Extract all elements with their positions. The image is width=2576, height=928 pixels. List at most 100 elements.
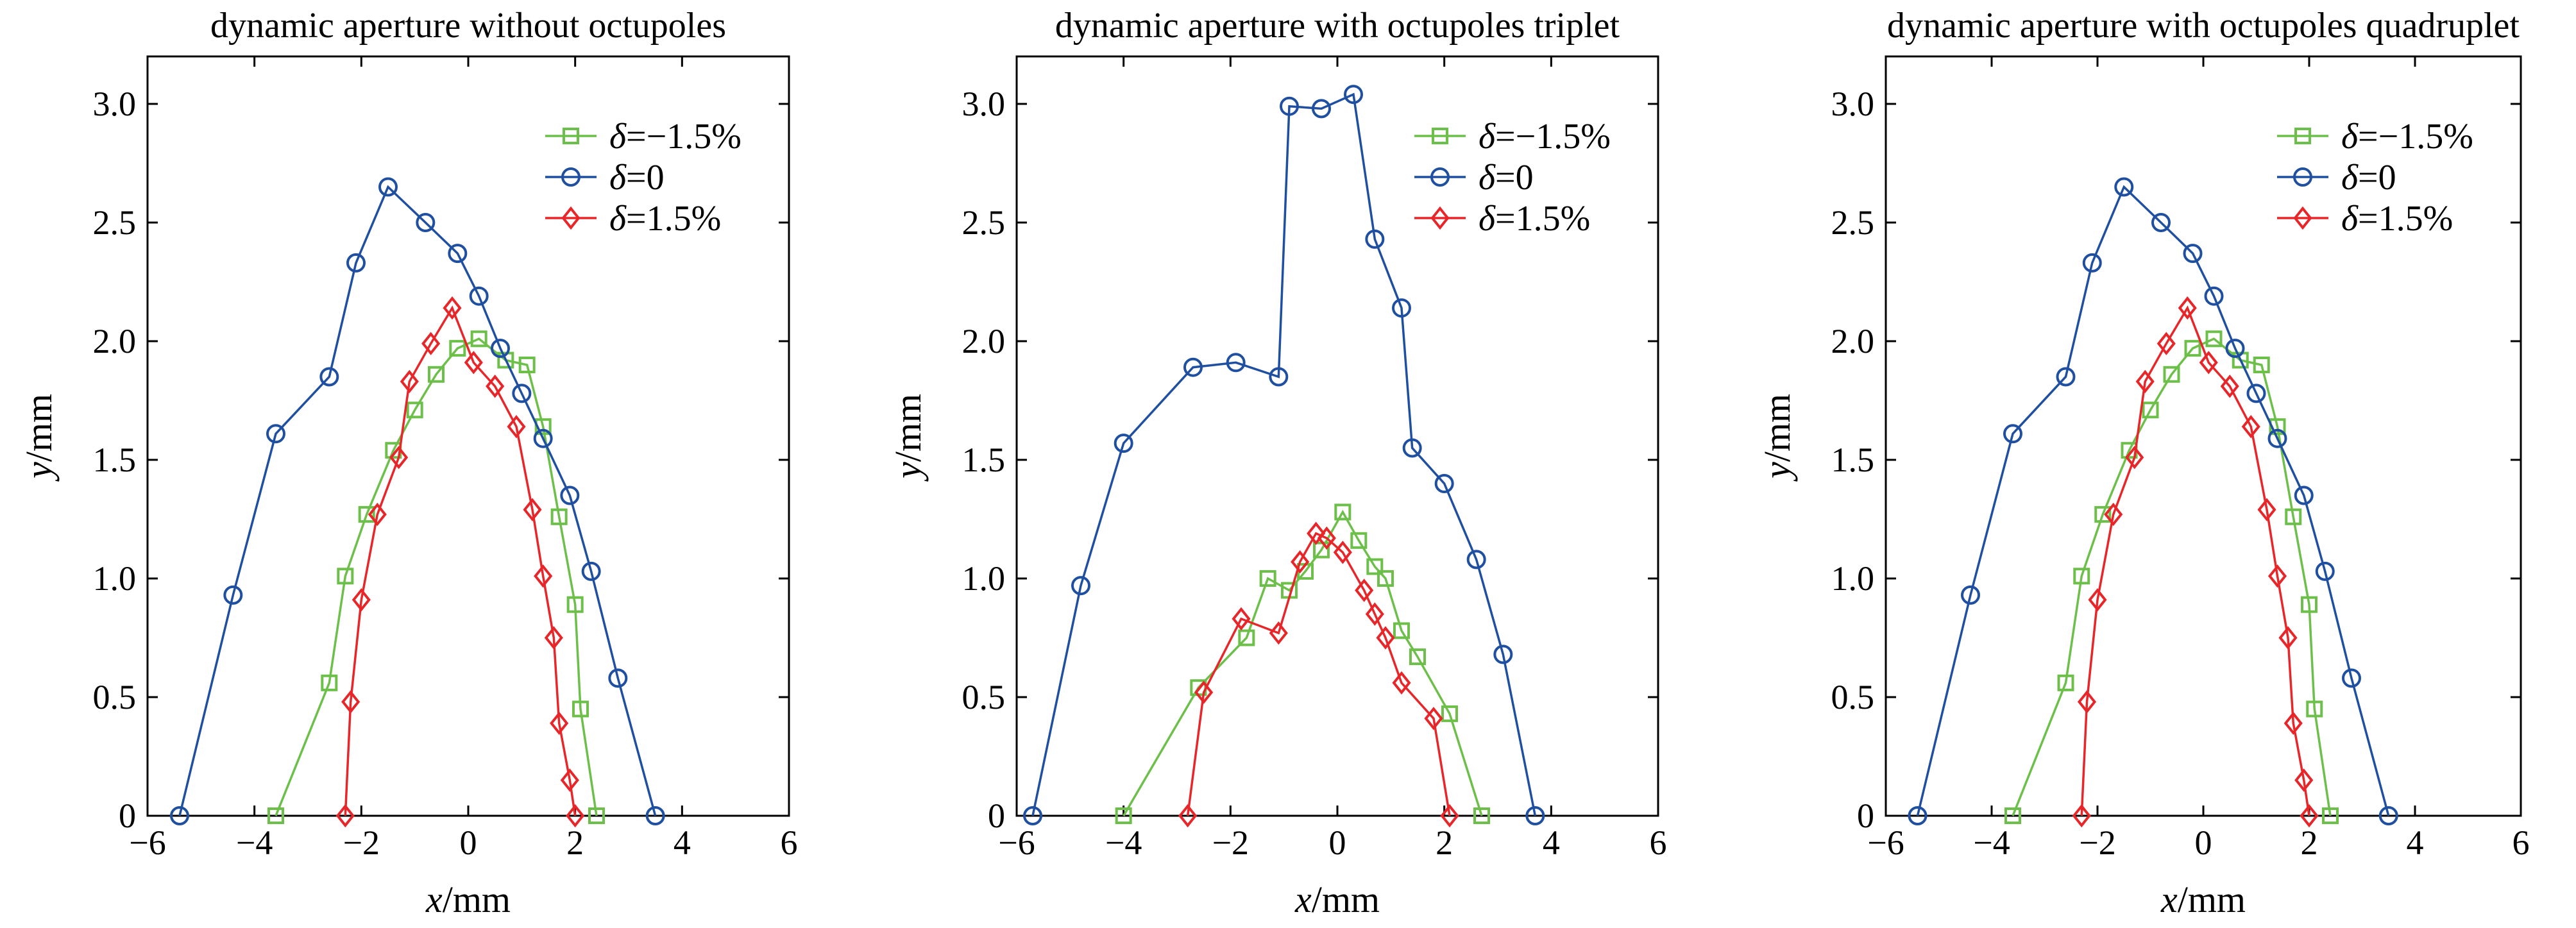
data-point [2151,213,2171,232]
data-point [1280,96,1299,116]
data-point [2315,561,2335,581]
legend-entry: δ=−1.5% [2341,117,2473,156]
x-tick-label: 0 [1329,823,1346,862]
data-point [337,568,354,585]
data-point [1392,298,1411,318]
data-point [550,508,568,525]
chart-panel-2: dynamic aperture with octupoles triplet −… [887,6,1667,920]
legend-marker [1430,167,1450,187]
series-line [344,305,577,816]
data-point [470,330,487,348]
series-diamond [335,296,585,828]
data-point [1226,353,1246,373]
x-tick-label: −2 [343,823,380,862]
data-point [2003,424,2022,444]
legend: δ=−1.5%δ=0δ=1.5% [2277,117,2473,239]
data-point [2142,401,2159,419]
chart-panel-3: dynamic aperture with octupoles quadrupl… [1756,6,2530,920]
data-point [1307,521,1326,545]
legend-marker [2293,167,2312,187]
data-point [266,424,285,444]
data-point [1232,607,1251,631]
x-tick-label: −4 [236,823,273,862]
data-point [1525,806,1545,825]
data-point [1312,99,1331,119]
data-point [2163,366,2180,383]
y-tick-label: 3.0 [1831,85,1875,123]
y-tick-label: 0 [1857,797,1874,835]
data-point [2301,596,2318,613]
data-point [1434,474,1454,493]
data-point [1365,602,1384,626]
data-point [534,564,553,588]
legend-entry: δ=0 [1479,158,1534,198]
data-point [1365,229,1385,249]
legend-entry: δ=1.5% [1479,199,1590,239]
data-point [2114,177,2134,197]
y-tick-label: 2.0 [1831,322,1875,360]
legend-marker [2293,206,2312,230]
series-circle [1908,177,2398,825]
data-point [2004,807,2021,824]
data-point [1441,705,1458,722]
data-point [2246,384,2266,403]
data-point [2225,339,2245,359]
data-point [2300,804,2319,828]
chart-title: dynamic aperture without octupoles [210,6,726,46]
data-point [533,428,553,448]
data-point [523,498,542,521]
y-tick-label: 0.5 [1831,678,1875,716]
series-diamond [1178,521,1459,828]
series-square [267,330,605,824]
data-point [1334,503,1352,521]
data-point [2184,340,2201,357]
legend-marker [1432,128,1448,144]
legend-marker [563,128,579,144]
y-tick-label: 2.5 [1831,203,1875,242]
data-point [1908,806,1928,825]
y-tick-label: 2.5 [962,203,1006,242]
x-tick-label: 6 [1650,823,1667,862]
data-point [2072,804,2091,828]
data-point [2082,253,2102,273]
data-point [469,286,489,306]
x-tick-label: 0 [2195,823,2212,862]
data-point [2104,502,2123,527]
data-point [1961,585,1980,605]
data-point [560,485,580,505]
data-point [2073,568,2090,585]
data-point [2241,414,2260,439]
data-point [464,351,483,375]
x-tick-label: 2 [2301,823,2318,862]
data-point [2056,367,2076,387]
data-point [512,384,532,403]
data-point [572,700,589,718]
series-line [2080,305,2310,816]
data-point [550,711,569,735]
data-point [2094,506,2112,523]
x-tick-label: 2 [1436,823,1453,862]
data-point [2342,668,2361,688]
series-line [1186,532,1451,816]
y-tick-label: 2.5 [93,203,137,242]
y-axis-label: y/mm [1756,394,1798,482]
x-tick-label: 2 [566,823,584,862]
chart-title: dynamic aperture with octupoles triplet [1055,6,1620,46]
y-tick-label: 1.0 [1831,559,1875,598]
data-point [2205,330,2223,348]
legend-entry: δ=−1.5% [1479,117,1611,156]
x-axis-label: x/mm [425,879,511,920]
data-point [1071,576,1090,596]
series-square [1115,503,1490,824]
y-tick-label: 3.0 [93,85,137,123]
x-tick-label: −6 [1867,823,1904,862]
series-line [178,185,657,816]
chart-title: dynamic aperture with octupoles quadrupl… [1887,6,2520,46]
data-point [2278,626,2298,650]
x-tick-label: 6 [781,823,798,862]
legend-marker [561,167,580,187]
data-point [1493,645,1513,664]
data-point [335,804,355,828]
data-point [319,367,339,387]
